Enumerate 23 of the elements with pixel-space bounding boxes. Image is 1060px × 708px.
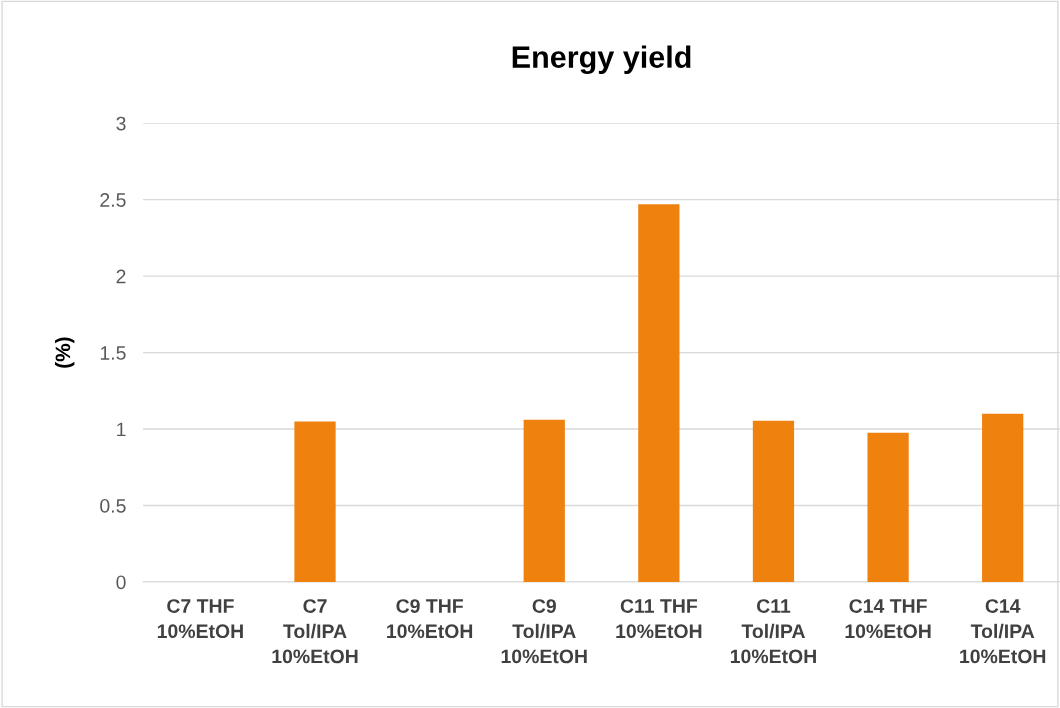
y-tick-label: 2.5: [100, 193, 126, 207]
x-tick-label: C11 Tol/IPA 10%EtOH: [730, 599, 816, 664]
x-tick-label: C14 THF 10%EtOH: [845, 599, 931, 639]
bar: [752, 420, 795, 582]
x-tick-label: C7 Tol/IPA 10%EtOH: [272, 599, 358, 664]
bar: [982, 413, 1024, 582]
y-tick-label: 1: [117, 422, 126, 437]
x-tick-label: C7 THF 10%EtOH: [157, 599, 243, 639]
bar: [294, 421, 336, 582]
x-tick-label: C11 THF 10%EtOH: [616, 599, 702, 639]
x-tick-label: C14 Tol/IPA 10%EtOH: [960, 599, 1046, 664]
y-tick-label: 3: [116, 116, 126, 131]
y-axis-title: (%): [54, 337, 75, 368]
y-tick-label: 2: [116, 269, 126, 284]
bar: [523, 419, 565, 582]
x-tick-label: C9 THF 10%EtOH: [387, 599, 473, 639]
chart-title: Energy yield: [512, 45, 691, 75]
x-tick-label: C9 Tol/IPA 10%EtOH: [501, 599, 587, 664]
bar: [867, 432, 909, 582]
bar: [638, 204, 680, 582]
y-tick-label: 1.5: [100, 346, 126, 360]
y-tick-label: 0.5: [100, 498, 126, 513]
y-tick-label: 0: [116, 575, 126, 590]
